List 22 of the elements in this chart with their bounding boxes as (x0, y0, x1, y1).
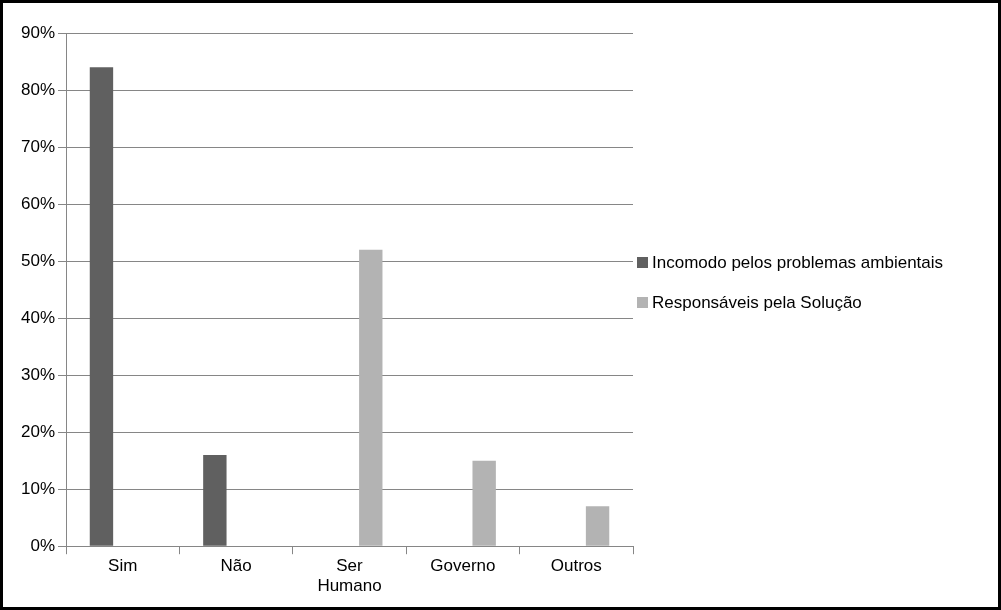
legend-label: Responsáveis pela Solução (652, 293, 862, 313)
bar (472, 460, 496, 546)
bar (359, 249, 383, 546)
bar (203, 454, 227, 546)
y-tick-label: 20% (20, 421, 56, 441)
x-tick-label: Sim (108, 556, 138, 576)
bar (585, 506, 610, 546)
legend-label: Incomodo pelos problemas ambientais (652, 253, 944, 273)
y-tick-label: 10% (20, 478, 56, 498)
y-tick-label: 0% (30, 535, 56, 555)
x-tick-label: Não (220, 556, 252, 576)
y-tick-label: 70% (20, 136, 56, 156)
x-tick-label: Ser Humano (317, 556, 382, 596)
x-tick-label: Governo (430, 556, 496, 576)
bar (89, 67, 114, 546)
y-tick-label: 40% (20, 307, 56, 327)
y-tick-label: 60% (20, 193, 56, 213)
y-tick-label: 90% (20, 22, 56, 42)
y-tick-label: 50% (20, 250, 56, 270)
y-tick-label: 30% (20, 364, 56, 384)
x-tick-label: Outros (550, 556, 602, 576)
y-tick-label: 80% (20, 79, 56, 99)
